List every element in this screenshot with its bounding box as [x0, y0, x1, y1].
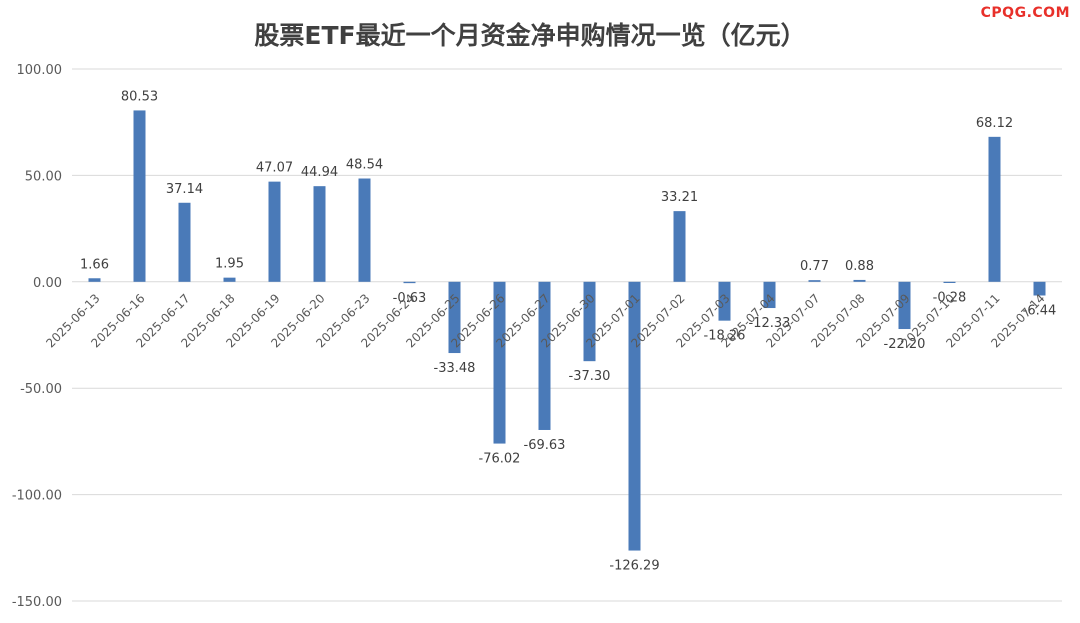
- y-axis: 100.00 50.00 0.00 -50.00 -100.00 -150.00: [12, 63, 62, 610]
- bar: [853, 279, 866, 282]
- data-label: -0.63: [393, 291, 427, 306]
- data-label: 0.88: [845, 259, 874, 274]
- bar: [628, 281, 641, 551]
- data-label: 37.14: [166, 182, 203, 197]
- bar: [88, 278, 101, 282]
- data-label: 80.53: [121, 89, 158, 104]
- data-label: 44.94: [301, 165, 338, 180]
- data-label: -33.48: [434, 361, 476, 376]
- bar: [763, 281, 776, 309]
- data-label: -0.28: [933, 290, 967, 305]
- data-label: 1.95: [215, 257, 244, 272]
- bar: [583, 281, 596, 362]
- y-tick-label: -150.00: [12, 595, 62, 610]
- data-label: -12.33: [749, 316, 791, 331]
- data-label: -37.30: [569, 369, 611, 384]
- chart-title: 股票ETF最近一个月资金净申购情况一览（亿元）: [254, 21, 805, 50]
- bar: [358, 178, 371, 282]
- bar: [448, 281, 461, 354]
- y-tick-label: -50.00: [20, 382, 62, 397]
- bar: [943, 281, 956, 283]
- data-label: -126.29: [609, 559, 659, 574]
- data-label: -69.63: [524, 438, 566, 453]
- data-label: 0.77: [800, 259, 829, 274]
- watermark: CPQG.COM: [980, 5, 1070, 21]
- bar: [268, 181, 281, 282]
- data-label: -76.02: [479, 452, 521, 467]
- bar: [493, 281, 506, 444]
- data-label: -22.20: [884, 337, 926, 352]
- bar: [313, 186, 326, 282]
- y-tick-label: -100.00: [12, 489, 62, 504]
- bar: [403, 281, 416, 284]
- bar: [898, 281, 911, 330]
- y-tick-label: 50.00: [25, 169, 62, 184]
- bar: [988, 136, 1001, 282]
- data-label: 33.21: [661, 190, 698, 205]
- bar: [178, 202, 191, 282]
- data-label: 47.07: [256, 161, 293, 176]
- gridlines: [72, 68, 1062, 602]
- data-label: 1.66: [80, 257, 109, 272]
- bar: [1033, 281, 1046, 296]
- bar: [133, 110, 146, 282]
- data-labels: 1.66 80.53 37.14 1.95 47.07 44.94 48.54 -0.63 -3…: [80, 89, 1056, 573]
- data-label: -6.44: [1023, 304, 1057, 319]
- bar: [223, 277, 236, 282]
- data-label: -18.26: [704, 329, 746, 344]
- y-tick-label: 0.00: [33, 276, 62, 291]
- bar: [538, 281, 551, 430]
- bars: [88, 110, 1046, 551]
- data-label: 48.54: [346, 158, 383, 173]
- bar: [718, 281, 731, 321]
- y-tick-label: 100.00: [17, 63, 63, 78]
- data-label: 68.12: [976, 116, 1013, 131]
- bar: [808, 280, 821, 282]
- bar: [673, 211, 686, 282]
